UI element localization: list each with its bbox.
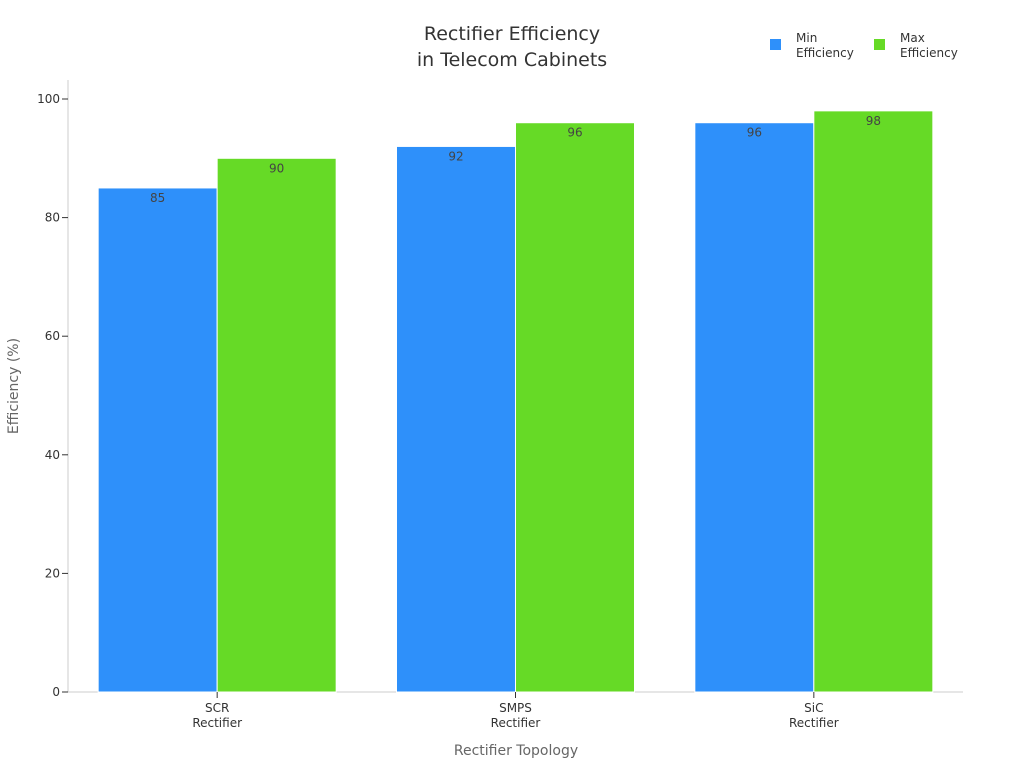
legend-label: Efficiency [796, 46, 854, 60]
y-tick-label: 80 [45, 211, 60, 225]
bar[interactable] [515, 122, 635, 693]
legend-swatch [874, 39, 885, 50]
x-tick-label: SMPS [499, 701, 532, 715]
bar-data-label: 96 [747, 126, 762, 140]
y-tick-label: 0 [52, 685, 60, 699]
plot-area: 0204060801008590SCRRectifier9296SMPSRect… [37, 80, 963, 730]
legend-swatch [770, 39, 781, 50]
y-axis-title: Efficiency (%) [6, 338, 22, 434]
bar[interactable] [97, 187, 218, 693]
bar-data-label: 98 [866, 114, 881, 128]
bar-data-label: 85 [150, 191, 165, 205]
bar[interactable] [694, 122, 815, 693]
legend-label: Efficiency [900, 46, 958, 60]
x-tick-label: Rectifier [192, 716, 242, 730]
chart-title-line-1: Rectifier Efficiency [424, 23, 600, 45]
bar-data-label: 90 [269, 161, 284, 175]
x-axis-title: Rectifier Topology [454, 743, 578, 759]
y-tick-label: 20 [45, 566, 60, 580]
y-tick-label: 60 [45, 329, 60, 343]
bar[interactable] [216, 157, 337, 693]
chart-title-line-2: in Telecom Cabinets [417, 49, 607, 71]
bar[interactable] [813, 110, 934, 693]
y-tick-label: 100 [37, 92, 60, 106]
bar-data-label: 96 [567, 126, 582, 140]
x-tick-label: SiC [804, 701, 823, 715]
bar[interactable] [396, 145, 516, 693]
x-tick-label: SCR [205, 701, 229, 715]
y-tick-label: 40 [45, 448, 60, 462]
x-tick-label: Rectifier [491, 716, 541, 730]
bar-data-label: 92 [448, 149, 463, 163]
chart-title: Rectifier Efficiency in Telecom Cabinets [417, 23, 607, 71]
legend-label: Min [796, 31, 817, 45]
legend-label: Max [900, 31, 925, 45]
x-tick-label: Rectifier [789, 716, 839, 730]
